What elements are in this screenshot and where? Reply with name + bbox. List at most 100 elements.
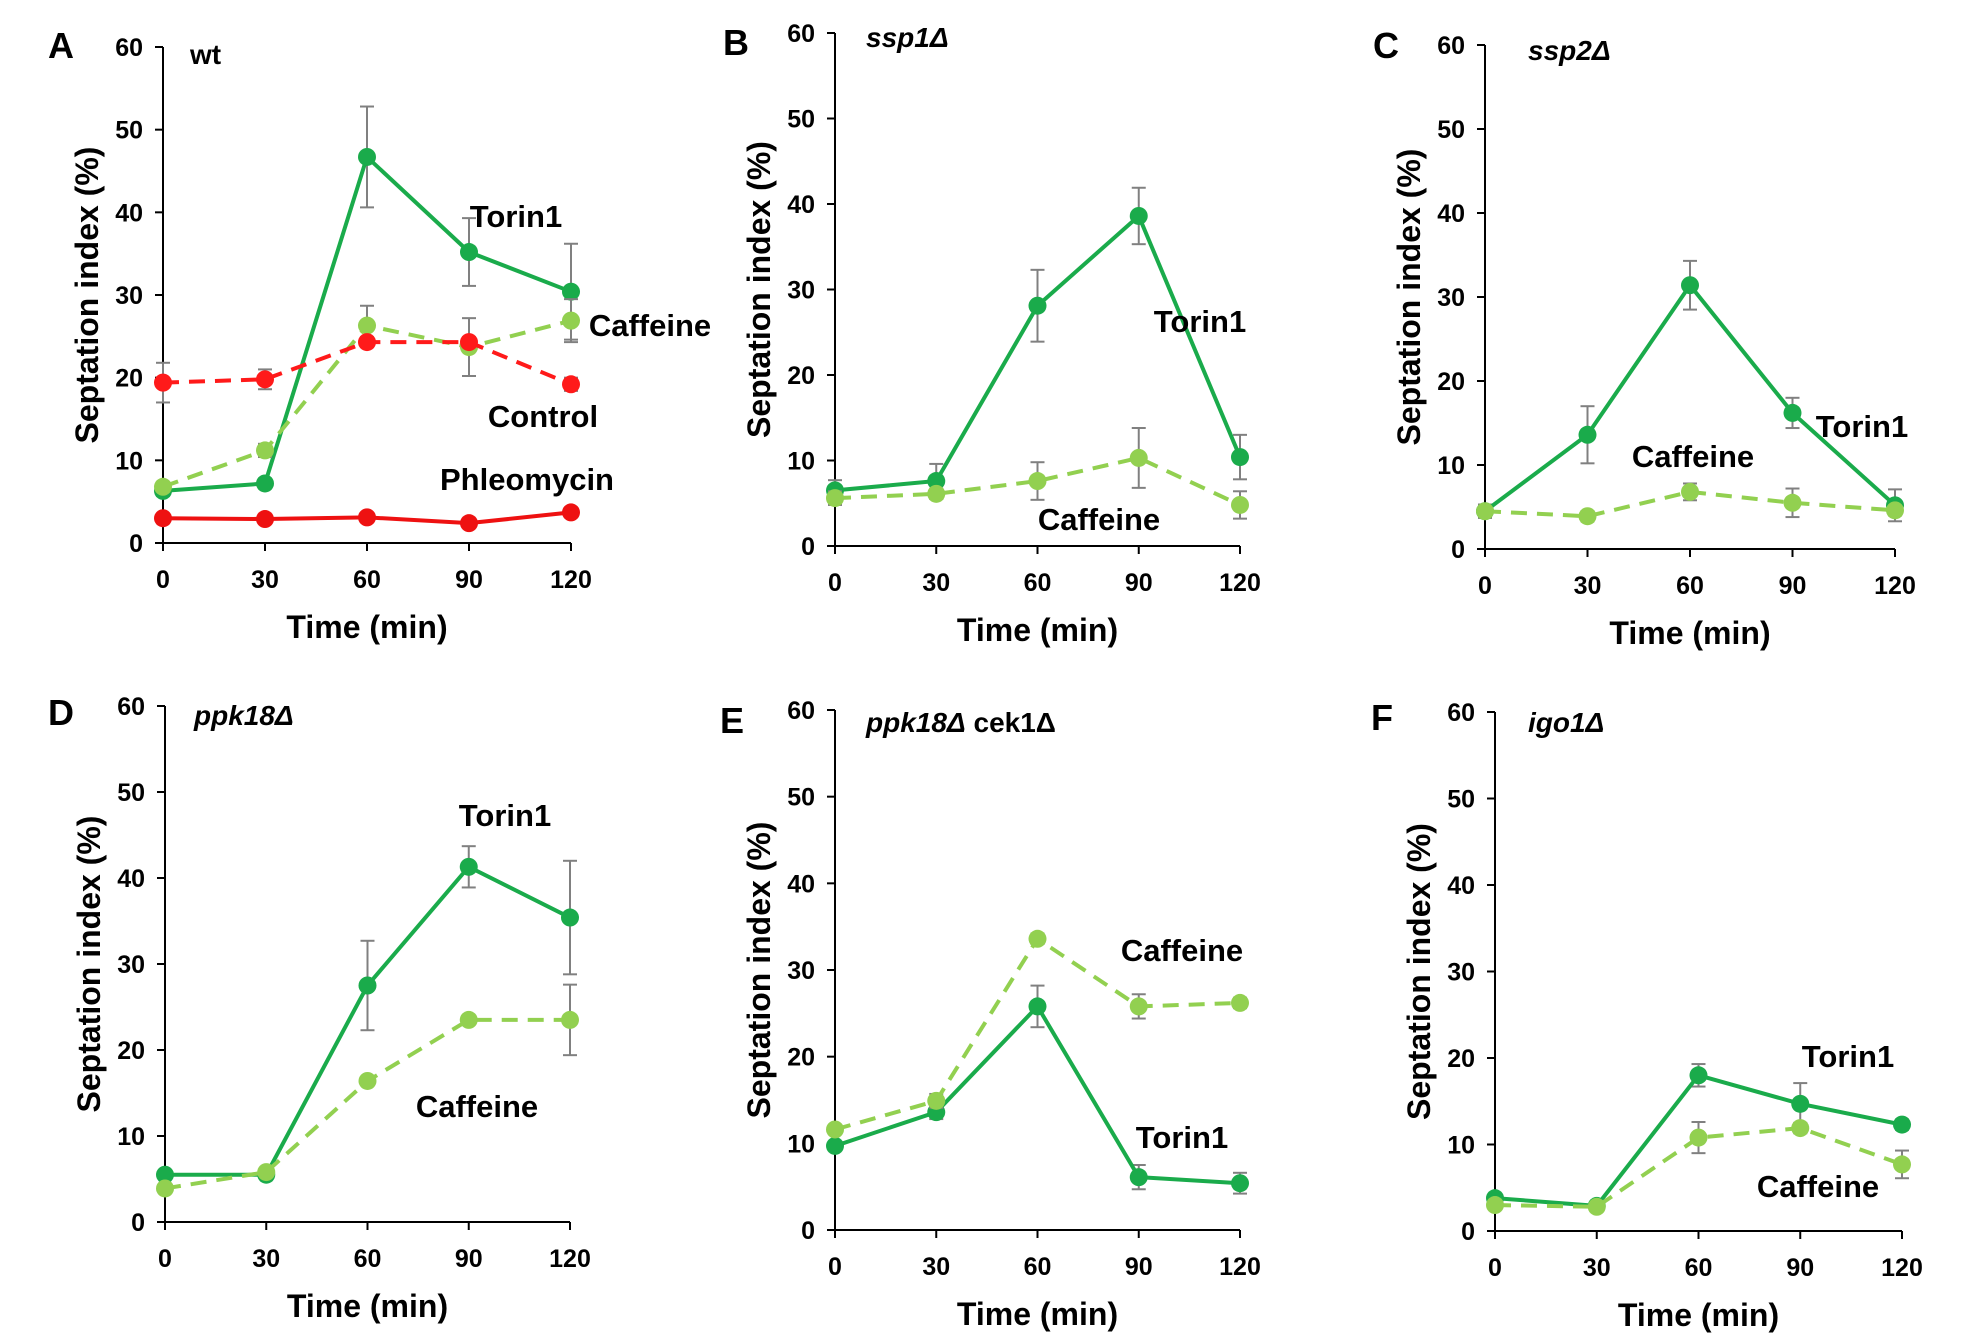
y-tick-label: 0 [801, 533, 815, 561]
y-tick-label: 10 [1447, 1132, 1475, 1160]
panel-f: 0 10 20 30 40 50 60 0 30 60 90 120 Time (min) Septati… [1371, 697, 1923, 1333]
x-tick-label: 90 [455, 1245, 483, 1273]
data-point [459, 1010, 478, 1029]
y-axis-label: Septation index (%) [69, 147, 105, 444]
y-tick-label: 50 [787, 106, 815, 134]
data-point [1129, 206, 1148, 225]
x-tick-label: 120 [1219, 1253, 1261, 1281]
y-tick-label: 50 [1437, 116, 1465, 144]
x-tick-label: 90 [1786, 1254, 1814, 1282]
data-point [154, 509, 172, 528]
y-tick-label: 0 [801, 1217, 815, 1245]
y-tick-label: 30 [1437, 284, 1465, 312]
series-caffeine [1486, 1119, 1911, 1216]
y-tick-label: 20 [115, 365, 143, 393]
x-tick-label: 0 [156, 566, 170, 594]
panel-letter: D [48, 692, 74, 733]
x-tick-label: 0 [1488, 1254, 1502, 1282]
panel-e: 0 10 20 30 40 50 60 0 30 60 90 120 Time (min) Septati… [720, 697, 1261, 1332]
x-tick-label: 60 [1024, 569, 1052, 597]
y-tick-label: 40 [115, 199, 143, 227]
y-tick-label: 60 [1447, 699, 1475, 727]
series-annotation: Caffeine [1757, 1169, 1879, 1204]
panel-title: ppk18Δ [193, 700, 294, 731]
data-point [1129, 997, 1148, 1016]
series-caffeine [1476, 482, 1904, 526]
x-axis-label: Time (min) [957, 1296, 1118, 1332]
y-tick-label: 10 [117, 1123, 145, 1151]
series-annotation: Torin1 [1136, 1120, 1228, 1155]
x-tick-label: 90 [1779, 572, 1807, 600]
x-tick-label: 90 [1125, 569, 1153, 597]
y-tick-label: 0 [1461, 1218, 1475, 1246]
series-line [834, 212, 1242, 493]
data-point [826, 1136, 844, 1155]
x-tick-label: 120 [550, 566, 592, 594]
data-point [927, 472, 946, 491]
y-tick-label: 10 [787, 1130, 815, 1158]
data-point [1028, 929, 1047, 948]
y-tick-label: 60 [115, 34, 143, 62]
data-point [1886, 501, 1904, 520]
x-tick-label: 0 [828, 569, 842, 597]
series-line [1494, 1126, 1903, 1209]
panel-letter: F [1371, 697, 1393, 738]
series-annotation: Control [488, 399, 598, 434]
x-tick-label: 120 [1874, 572, 1916, 600]
panel-title: ppk18Δ cek1Δ [865, 707, 1056, 738]
series-annotation: Torin1 [1154, 304, 1246, 339]
data-point [562, 503, 580, 522]
data-point [826, 1120, 844, 1139]
panel-b: 0 10 20 30 40 50 60 0 30 60 90 120 Time (min) Septati… [723, 20, 1261, 648]
data-point [1783, 403, 1802, 422]
x-tick-label: 0 [158, 1245, 172, 1273]
data-point [1231, 448, 1249, 467]
panel-letter: C [1373, 25, 1399, 66]
x-tick-label: 60 [353, 566, 381, 594]
panel-a: 0 10 20 30 40 50 60 0 30 60 90 120 Time (min) Septati… [48, 25, 711, 645]
y-tick-label: 40 [787, 191, 815, 219]
x-tick-label: 60 [354, 1245, 382, 1273]
series-caffeine [156, 983, 579, 1198]
x-axis-label: Time (min) [286, 609, 447, 645]
x-tick-label: 60 [1676, 572, 1704, 600]
panel-c: 0 10 20 30 40 50 60 0 30 60 90 120 Time (min) Septati… [1373, 25, 1916, 651]
panel-d: 0 10 20 30 40 50 60 0 30 60 90 120 Time (min) Septati… [48, 692, 591, 1324]
data-point [154, 373, 172, 392]
data-point [562, 375, 580, 394]
y-tick-label: 10 [1437, 452, 1465, 480]
data-point [256, 441, 274, 460]
series-torin1 [1476, 259, 1904, 523]
data-point [1231, 495, 1249, 514]
data-point [1028, 472, 1047, 491]
panel-letter: B [723, 22, 749, 63]
series-annotation: Torin1 [1802, 1039, 1894, 1074]
y-tick-label: 0 [1451, 536, 1465, 564]
series-line [834, 455, 1241, 507]
y-axis-label: Septation index (%) [741, 141, 777, 438]
data-point [256, 474, 274, 493]
data-point [826, 489, 844, 508]
y-tick-label: 30 [787, 277, 815, 305]
y-axis-label: Septation index (%) [741, 822, 777, 1119]
data-point [562, 282, 580, 301]
y-tick-label: 30 [115, 282, 143, 310]
data-point [460, 243, 478, 262]
data-point [1578, 507, 1597, 526]
data-point [156, 1165, 174, 1184]
panel-title: wt [189, 39, 221, 70]
y-tick-label: 30 [117, 951, 145, 979]
data-point [561, 908, 579, 927]
x-tick-label: 120 [1219, 569, 1261, 597]
y-tick-label: 40 [1437, 200, 1465, 228]
x-tick-label: 0 [828, 1253, 842, 1281]
data-point [1486, 1196, 1504, 1215]
series-line [1483, 281, 1897, 513]
series-caffeine [826, 929, 1249, 1139]
x-tick-label: 30 [922, 569, 950, 597]
y-tick-label: 30 [1447, 959, 1475, 987]
x-tick-label: 90 [455, 566, 483, 594]
y-tick-label: 0 [129, 530, 143, 558]
series-torin1 [826, 984, 1249, 1195]
